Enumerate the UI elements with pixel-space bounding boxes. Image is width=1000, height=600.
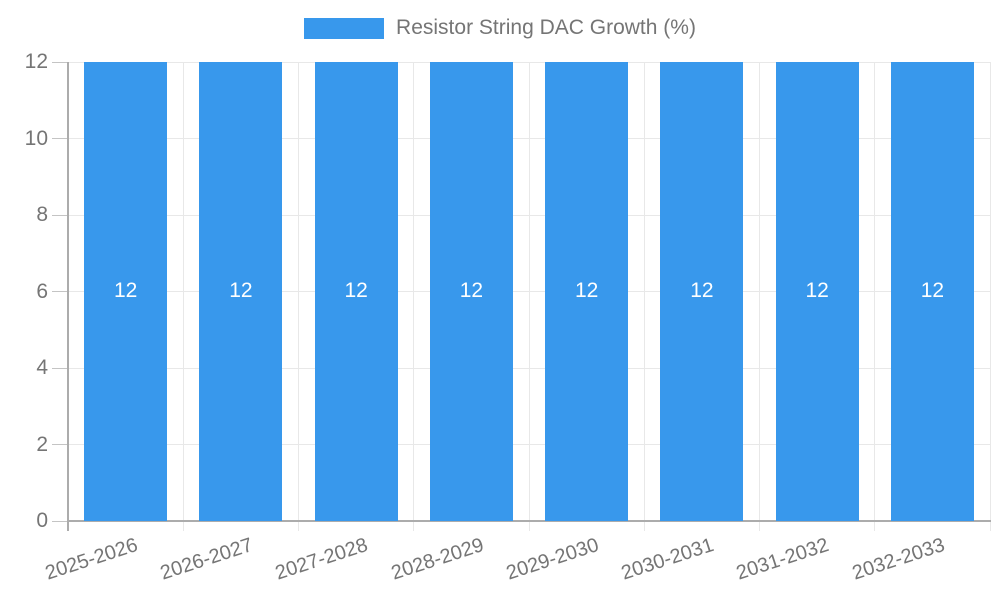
chart-legend: Resistor String DAC Growth (%) [0, 16, 1000, 40]
gridline-vertical [413, 62, 415, 531]
x-axis-tick-label: 2028-2029 [388, 534, 487, 585]
bar[interactable] [199, 62, 283, 521]
y-axis-tick-label: 2 [36, 432, 48, 456]
y-axis-tick [52, 214, 68, 216]
y-axis-tick-label: 4 [36, 356, 48, 379]
x-axis-tick-label: 2032-2033 [849, 534, 948, 585]
legend-label: Resistor String DAC Growth (%) [396, 16, 696, 39]
bar[interactable] [84, 62, 168, 521]
gridline-vertical [874, 62, 876, 531]
legend-item[interactable]: Resistor String DAC Growth (%) [304, 16, 696, 40]
gridline-vertical [528, 62, 530, 531]
x-axis-tick-label: 2030-2031 [618, 534, 717, 585]
bar[interactable] [660, 62, 744, 521]
y-axis-tick [52, 61, 68, 63]
legend-swatch-icon [304, 17, 385, 39]
x-axis-tick-label: 2029-2030 [503, 534, 602, 585]
bar[interactable] [890, 62, 974, 521]
x-axis-tick-label: 2031-2032 [734, 534, 832, 585]
gridline-vertical [759, 62, 760, 531]
bar[interactable] [429, 62, 513, 521]
x-axis-tick-label: 2025-2026 [42, 534, 141, 585]
y-axis-line [67, 62, 69, 531]
y-axis-tick [52, 444, 68, 445]
gridline-vertical [182, 62, 184, 531]
y-axis-tick [52, 367, 68, 369]
y-axis-tick [52, 520, 68, 522]
x-axis-tick-label: 2026-2027 [157, 534, 256, 585]
bar[interactable] [545, 62, 629, 521]
y-axis-tick-label: 0 [36, 509, 48, 532]
x-axis-baseline [67, 520, 991, 522]
gridline-vertical [989, 62, 991, 531]
gridline-vertical [643, 62, 645, 531]
y-axis-tick-label: 12 [24, 50, 48, 73]
x-axis-tick-label: 2027-2028 [273, 534, 371, 585]
y-axis-tick [52, 291, 68, 292]
y-axis-tick-label: 10 [24, 126, 48, 150]
y-axis-tick-label: 6 [36, 279, 48, 303]
y-axis-tick-label: 8 [36, 203, 48, 226]
bar[interactable] [775, 62, 859, 521]
y-axis-tick [52, 138, 68, 139]
bar[interactable] [314, 62, 398, 521]
gridline-vertical [298, 62, 299, 531]
